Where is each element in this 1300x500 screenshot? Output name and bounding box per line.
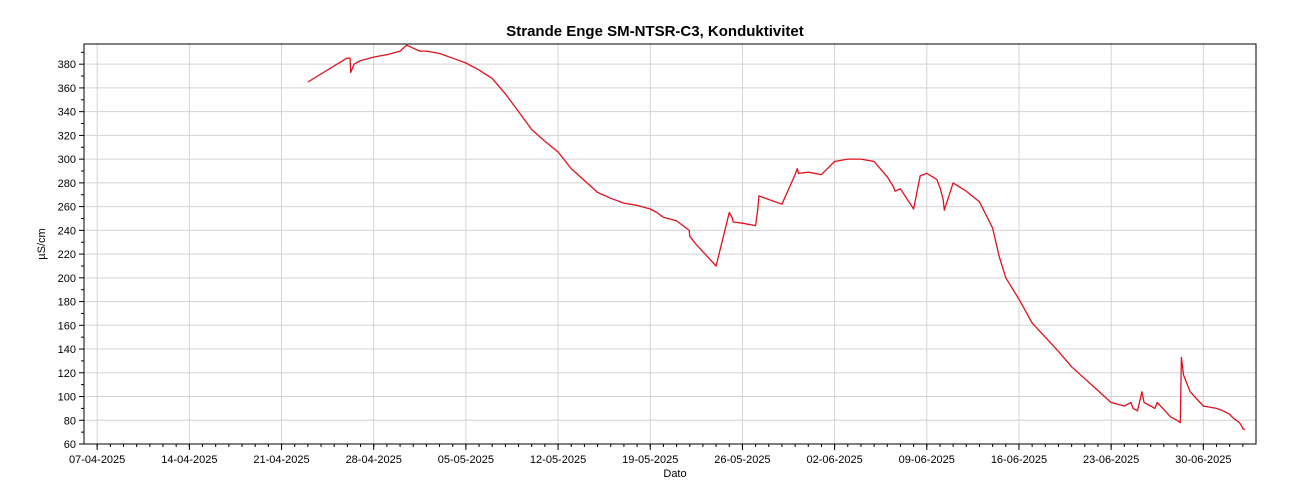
y-tick-label: 320 <box>58 130 76 142</box>
grid-lines <box>84 44 1256 445</box>
x-tick-label: 14-04-2025 <box>161 454 217 466</box>
x-tick-label: 19-05-2025 <box>622 454 678 466</box>
data-series <box>307 44 1246 431</box>
y-tick-label: 340 <box>58 107 76 119</box>
x-tick-label: 16-06-2025 <box>991 454 1047 466</box>
y-tick-label: 300 <box>58 154 76 166</box>
x-tick-label: 12-05-2025 <box>530 454 586 466</box>
x-axis: 07-04-2025 14-04-2025 21-04-2025 28-04-2025… <box>69 444 1244 466</box>
y-tick-label: 140 <box>58 344 76 356</box>
y-tick-label: 200 <box>58 273 76 285</box>
series-line <box>307 44 1246 431</box>
x-tick-label: 05-05-2025 <box>438 454 494 466</box>
y-tick-label: 280 <box>58 178 76 190</box>
x-tick-label: 30-06-2025 <box>1175 454 1231 466</box>
y-tick-label: 160 <box>58 320 76 332</box>
x-tick-label: 02-06-2025 <box>806 454 862 466</box>
y-tick-label: 240 <box>58 225 76 237</box>
y-axis: 60 80 100 120 140 160 180 200 220 240 260 280 300 320… <box>58 51 84 451</box>
x-tick-label: 28-04-2025 <box>346 454 402 466</box>
plot-area-frame <box>83 43 1257 445</box>
chart-title: Strande Enge SM-NTSR-C3, Konduktivitet <box>506 23 804 40</box>
x-tick-label: 26-05-2025 <box>714 454 770 466</box>
x-tick-label: 21-04-2025 <box>253 454 309 466</box>
x-axis-title: Dato <box>663 468 686 480</box>
y-tick-label: 220 <box>58 249 76 261</box>
y-tick-label: 60 <box>64 439 76 451</box>
y-tick-label: 260 <box>58 202 76 214</box>
x-tick-label: 07-04-2025 <box>69 454 125 466</box>
y-tick-label: 180 <box>58 297 76 309</box>
y-tick-label: 80 <box>64 415 76 427</box>
y-axis-title: µS/cm <box>36 228 48 259</box>
y-tick-label: 100 <box>58 392 76 404</box>
x-tick-label: 09-06-2025 <box>899 454 955 466</box>
x-tick-label: 23-06-2025 <box>1083 454 1139 466</box>
y-tick-label: 360 <box>58 83 76 95</box>
y-tick-label: 120 <box>58 368 76 380</box>
y-tick-label: 380 <box>58 59 76 71</box>
